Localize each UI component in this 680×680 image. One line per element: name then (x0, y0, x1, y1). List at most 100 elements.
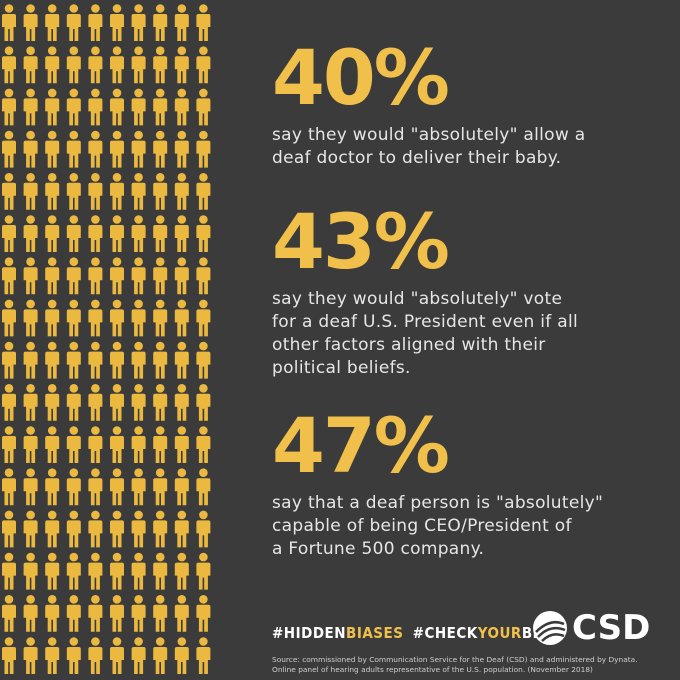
person-icon (174, 130, 189, 168)
person-icon (153, 257, 168, 295)
people-grid (2, 4, 211, 674)
person-icon (66, 215, 81, 252)
person-icon (66, 130, 81, 168)
person-icon (45, 426, 60, 463)
person-icon (174, 426, 189, 463)
person-icon (174, 341, 189, 379)
person-icon (110, 88, 124, 126)
person-icon (110, 384, 124, 421)
person-icon (110, 215, 124, 252)
person-icon (110, 173, 124, 210)
person-icon (66, 341, 81, 379)
person-icon (131, 341, 146, 379)
source-line: Source: commissioned by Communication Se… (272, 655, 638, 664)
person-icon (23, 46, 38, 84)
hashtag-part: YOUR (477, 624, 522, 642)
person-icon (23, 426, 38, 463)
person-icon (88, 130, 103, 168)
person-icon (23, 595, 38, 632)
person-icon (153, 595, 168, 632)
person-icon (153, 215, 168, 252)
person-icon (45, 341, 60, 379)
person-icon (153, 384, 168, 421)
stat-text: say that a deaf person is "absolutely" (272, 493, 604, 513)
person-icon (2, 426, 16, 463)
person-icon (153, 173, 168, 210)
person-icon (2, 4, 16, 41)
person-icon (88, 468, 103, 506)
person-icon (174, 595, 189, 632)
person-icon (131, 215, 146, 252)
person-icon (131, 46, 146, 84)
person-icon (45, 215, 60, 252)
person-icon (88, 88, 103, 126)
logo: CSD (532, 608, 650, 648)
stat-text: other factors aligned with their (272, 335, 546, 355)
person-icon (2, 257, 16, 295)
person-icon (153, 426, 168, 463)
person-icon (110, 426, 124, 463)
person-icon (45, 130, 60, 168)
hashtags: #HIDDENBIASES #CHECKYOURBIAS (272, 624, 559, 642)
person-icon (153, 88, 168, 126)
person-icon (110, 130, 124, 168)
person-icon (45, 384, 60, 421)
stat-figure: 43% (272, 197, 450, 286)
person-icon (131, 426, 146, 463)
person-icon (2, 341, 16, 379)
person-icon (23, 341, 38, 379)
person-icon (45, 552, 60, 590)
person-icon (88, 552, 103, 590)
stat-text: political beliefs. (272, 358, 411, 378)
person-icon (196, 510, 211, 548)
hashtag-part: BIASES (346, 624, 404, 642)
person-icon (45, 299, 60, 337)
person-icon (45, 510, 60, 548)
person-icon (196, 341, 211, 379)
person-icon (66, 384, 81, 421)
person-icon (131, 637, 146, 674)
person-icon (66, 552, 81, 590)
person-icon (66, 173, 81, 210)
person-icon (131, 468, 146, 506)
stat-block: 40% say they would "absolutely" allow a … (272, 40, 586, 170)
person-icon (196, 46, 211, 84)
person-icon (2, 88, 16, 126)
stat-text: deaf doctor to deliver their baby. (272, 148, 562, 168)
stat-figure: 40% (272, 33, 450, 122)
person-icon (110, 46, 124, 84)
person-icon (66, 4, 81, 41)
person-icon (23, 4, 38, 41)
person-icon (110, 341, 124, 379)
person-icon (153, 4, 168, 41)
person-icon (110, 468, 124, 506)
person-icon (2, 173, 16, 210)
person-icon (196, 595, 211, 632)
logo-text: CSD (572, 608, 651, 648)
person-icon (153, 468, 168, 506)
person-icon (131, 299, 146, 337)
person-icon (153, 299, 168, 337)
source-line: Online panel of hearing adults represent… (272, 665, 593, 674)
person-icon (131, 552, 146, 590)
stat-text: capable of being CEO/President of (272, 516, 572, 536)
person-icon (88, 384, 103, 421)
person-icon (88, 341, 103, 379)
person-icon (131, 88, 146, 126)
person-icon (174, 510, 189, 548)
person-icon (196, 426, 211, 463)
person-icon (196, 257, 211, 295)
hashtag-part: #CHECK (412, 624, 478, 642)
person-icon (131, 595, 146, 632)
person-icon (88, 4, 103, 41)
person-icon (66, 595, 81, 632)
person-icon (88, 173, 103, 210)
person-icon (66, 637, 81, 674)
person-icon (174, 637, 189, 674)
person-icon (23, 384, 38, 421)
logo-icon (533, 611, 567, 645)
person-icon (2, 552, 16, 590)
person-icon (153, 510, 168, 548)
source-note: Source: commissioned by Communication Se… (272, 655, 638, 675)
person-icon (45, 468, 60, 506)
